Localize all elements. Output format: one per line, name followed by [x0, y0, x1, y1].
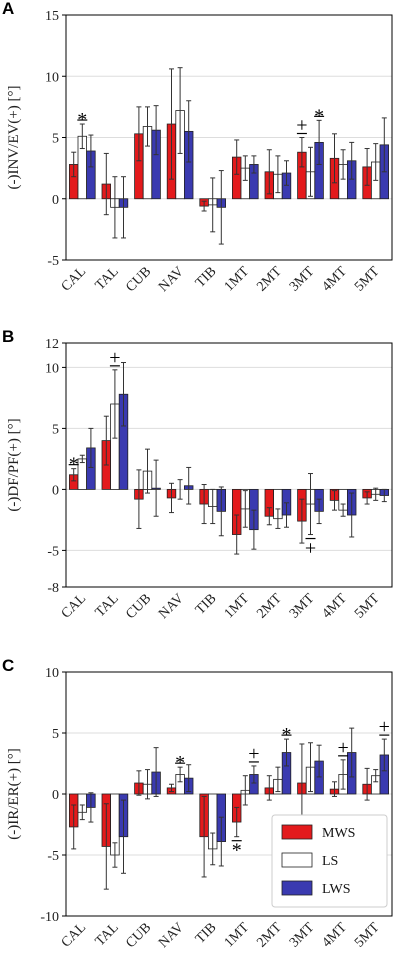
y-axis-label: (-)IR/ER(+) [°]: [6, 748, 22, 840]
category-label: CUB: [123, 264, 154, 295]
y-tick-label: 5: [52, 132, 59, 147]
category-label: TAL: [93, 264, 122, 293]
category-label: 5MT: [352, 920, 383, 951]
sig-marker: +: [248, 743, 259, 765]
category-label: 1MT: [222, 591, 253, 622]
y-tick-label: 15: [45, 9, 59, 24]
y-tick-label: -5: [47, 254, 59, 269]
y-tick-label: 0: [52, 483, 59, 498]
sig-marker: *: [232, 840, 242, 862]
y-tick-label: 0: [52, 788, 59, 803]
sig-marker: +: [379, 716, 390, 738]
y-tick-label: -10: [40, 910, 59, 925]
category-label: TIB: [193, 920, 220, 947]
y-tick-label: -5: [47, 544, 59, 559]
y-tick-label: -5: [47, 849, 59, 864]
legend-swatch-mws: [281, 824, 313, 840]
category-label: CUB: [123, 591, 154, 622]
legend-label: MWS: [322, 826, 355, 841]
category-label: 3MT: [287, 920, 318, 951]
y-tick-label: 10: [45, 666, 59, 681]
category-label: NAV: [156, 591, 187, 622]
category-label: NAV: [156, 920, 187, 951]
sig-marker: *: [314, 105, 324, 127]
category-label: TAL: [93, 920, 122, 949]
category-label: TAL: [93, 591, 122, 620]
bar-ls: [77, 458, 88, 490]
legend-swatch-lws: [281, 880, 313, 896]
category-label: CAL: [59, 591, 89, 621]
plot-frame: [65, 14, 393, 261]
panel-letter: A: [2, 0, 14, 18]
sig-marker: *: [69, 454, 79, 476]
plot-frame: [65, 342, 393, 588]
category-label: CAL: [59, 920, 89, 950]
sig-marker: +: [337, 737, 348, 759]
category-label: TIB: [193, 591, 220, 618]
panel-letter: C: [2, 656, 14, 675]
category-label: 2MT: [254, 920, 285, 951]
y-tick-label: 5: [52, 422, 59, 437]
category-label: 3MT: [287, 264, 318, 295]
panel-a: -5 0 5 10 15 (-)INV/EV(+) [°] A CAL TAL CUB NAV TIB…: [2, 0, 393, 295]
category-label: CAL: [59, 264, 89, 294]
sig-marker: *: [175, 752, 185, 774]
category-label: NAV: [156, 264, 187, 295]
legend-label: LS: [322, 854, 338, 869]
category-label: 1MT: [222, 920, 253, 951]
sig-marker: *: [77, 109, 87, 131]
category-label: 1MT: [222, 264, 253, 295]
y-tick-label: 12: [45, 337, 59, 352]
category-label: 4MT: [320, 920, 351, 951]
category-label: 3MT: [287, 591, 318, 622]
y-axis-label: (-)DF/PF(+) [°]: [6, 418, 22, 511]
category-label: TIB: [193, 264, 220, 291]
legend-label: LWS: [322, 882, 351, 897]
category-label: 2MT: [254, 591, 285, 622]
panel-b: -8 -5 0 5 10 12 (-)DF/PF(+) [°] B CAL TAL CUB NAV TI…: [2, 327, 393, 622]
sig-marker: *: [282, 724, 292, 746]
y-tick-label: -8: [47, 581, 59, 596]
sig-marker: +: [296, 115, 307, 137]
category-label: 4MT: [320, 591, 351, 622]
legend: MWS LS LWS: [271, 814, 388, 908]
category-label: CUB: [123, 920, 154, 951]
category-label: 2MT: [254, 264, 285, 295]
y-tick-label: 5: [52, 727, 59, 742]
legend-swatch-ls: [281, 852, 313, 868]
y-tick-label: 10: [45, 70, 59, 85]
category-label: 5MT: [352, 264, 383, 295]
plot-frame: [65, 671, 393, 917]
y-axis-label: (-)INV/EV(+) [°]: [6, 86, 22, 190]
sig-marker: +: [109, 347, 120, 369]
category-label: 4MT: [320, 264, 351, 295]
category-label: 5MT: [352, 591, 383, 622]
panel-c: -10 -5 0 5 10 (-)IR/ER(+) [°] C CAL TAL CUB NAV TIB…: [2, 656, 393, 951]
y-tick-label: 0: [52, 193, 59, 208]
y-tick-label: 10: [45, 361, 59, 376]
panel-letter: B: [2, 327, 14, 346]
sig-marker: +: [305, 538, 316, 560]
